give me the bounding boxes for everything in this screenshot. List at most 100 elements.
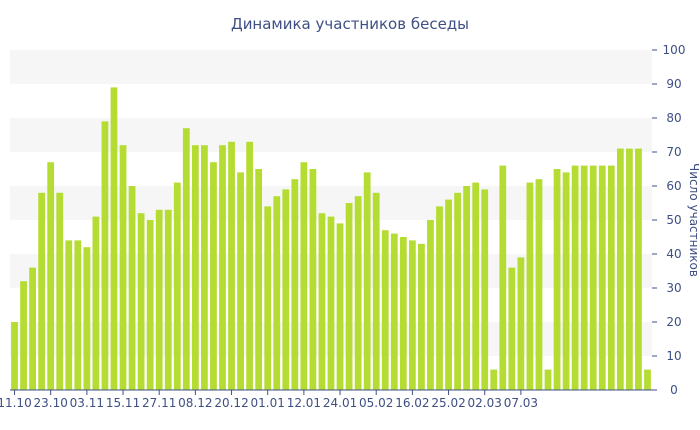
bar: [472, 182, 480, 390]
bar: [635, 148, 642, 390]
bar: [291, 179, 299, 390]
bar: [201, 145, 208, 390]
bar: [589, 165, 597, 390]
bar: [481, 189, 489, 390]
bar: [535, 179, 543, 390]
bar: [616, 148, 624, 390]
bar: [372, 192, 380, 390]
x-tick-label: 11.10: [0, 396, 32, 410]
bar: [390, 233, 398, 390]
x-tick-label: 08.12: [178, 396, 212, 410]
bar: [309, 169, 317, 390]
bar: [20, 281, 27, 390]
x-tick-label: 03.11: [70, 396, 104, 410]
bar: [83, 247, 91, 390]
bar: [255, 169, 263, 390]
x-tick-label: 23.10: [34, 396, 68, 410]
y-tick-label: 60: [666, 179, 681, 193]
bar: [92, 216, 100, 390]
y-tick-label: 70: [666, 145, 681, 159]
bar: [499, 165, 507, 390]
bars-group: [11, 87, 651, 391]
x-tick-label: 24.01: [323, 396, 357, 410]
chart-title: Динамика участников беседы: [231, 15, 469, 33]
y-tick-label: 0: [670, 383, 678, 397]
bar: [517, 257, 525, 390]
x-tick-label: 07.03: [504, 396, 538, 410]
bar: [191, 145, 199, 390]
bar: [219, 145, 226, 390]
bar: [146, 220, 154, 390]
x-tick-label: 25.02: [431, 396, 465, 410]
bar: [544, 369, 552, 390]
y-tick-label: 10: [666, 349, 681, 363]
bar: [74, 240, 82, 390]
bar: [128, 186, 136, 390]
bar: [273, 196, 281, 390]
bar: [490, 369, 498, 390]
bar: [119, 145, 127, 390]
bar: [164, 209, 172, 390]
bar: [363, 172, 371, 390]
bar: [137, 213, 145, 390]
bar: [173, 182, 181, 390]
bar: [228, 141, 235, 390]
bar: [463, 186, 471, 390]
bar: [399, 237, 407, 390]
bar: [408, 240, 416, 390]
bar: [264, 206, 272, 390]
bar: [101, 121, 109, 391]
bar: [427, 220, 434, 390]
y-tick-label: 50: [666, 213, 681, 227]
bar: [454, 192, 461, 390]
bar: [508, 267, 516, 390]
bar: [210, 162, 217, 390]
y-tick-label: 100: [663, 43, 686, 57]
y-tick-label: 40: [666, 247, 681, 261]
y-tick-label: 90: [666, 77, 681, 91]
bar: [381, 230, 389, 390]
bar: [155, 209, 163, 390]
bar: [182, 128, 190, 390]
bar: [526, 182, 534, 390]
y-tick-label: 20: [666, 315, 681, 329]
bar: [11, 322, 18, 390]
bar: [327, 216, 335, 390]
bar: [56, 192, 64, 390]
y-tick-label: 30: [666, 281, 681, 295]
x-tick-label: 20.12: [214, 396, 248, 410]
y-tick-label: 80: [666, 111, 681, 125]
bar: [644, 369, 651, 390]
bar: [29, 267, 36, 390]
x-tick-label: 02.03: [468, 396, 502, 410]
bar: [598, 165, 606, 390]
bar: [436, 206, 443, 390]
bar: [246, 141, 254, 390]
bar: [607, 165, 615, 390]
grid-band: [10, 50, 652, 84]
x-axis-ticks: 11.10 23.10 03.11 15.11 27.11 08.12 20.12 01.01…: [0, 390, 538, 410]
bar: [553, 169, 561, 390]
bar: [65, 240, 73, 390]
bar: [300, 162, 308, 390]
bar: [445, 199, 452, 390]
bar: [571, 165, 579, 390]
x-tick-label: 05.02: [359, 396, 393, 410]
bar: [110, 87, 118, 391]
bar: [38, 192, 46, 390]
bar: [580, 165, 588, 390]
bar: [47, 162, 55, 390]
x-tick-label: 12.01: [287, 396, 321, 410]
y-axis-label: Число участников: [687, 163, 700, 277]
x-tick-label: 27.11: [142, 396, 176, 410]
bar: [237, 172, 244, 390]
x-tick-label: 16.02: [395, 396, 429, 410]
bar: [354, 196, 362, 390]
bar: [318, 213, 326, 390]
bar: [562, 172, 570, 390]
bar: [282, 189, 290, 390]
bar: [418, 243, 425, 390]
x-tick-label: 01.01: [251, 396, 285, 410]
